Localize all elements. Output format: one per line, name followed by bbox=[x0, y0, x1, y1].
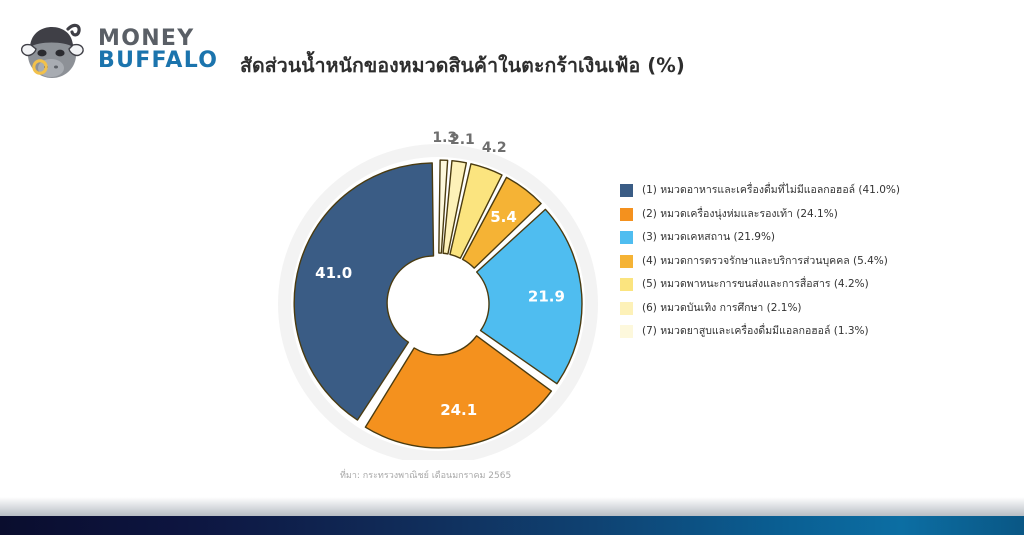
legend-label: (7) หมวดยาสูบและเครื่องดื่มมีแอลกอฮอล์ (… bbox=[642, 325, 869, 337]
legend-swatch-icon bbox=[620, 278, 633, 291]
pie-slice[interactable] bbox=[293, 162, 435, 421]
brand-wordmark: MONEY BUFFALO bbox=[98, 25, 219, 73]
pie-slice[interactable] bbox=[475, 208, 583, 385]
legend-item[interactable]: (2) หมวดเครื่องนุ่งห่มและรองเท้า (24.1%) bbox=[620, 207, 920, 231]
pie-slice[interactable] bbox=[364, 335, 553, 449]
legend-label: (4) หมวดการตรวจรักษาและบริการส่วนบุคคล (… bbox=[642, 254, 888, 267]
legend-item[interactable]: (7) หมวดยาสูบและเครื่องดื่มมีแอลกอฮอล์ (… bbox=[620, 324, 920, 348]
chart-legend: (1) หมวดอาหารและเครื่องดื่มที่ไม่มีแอลกอ… bbox=[620, 183, 920, 348]
pie-slice-value-label: 5.4 bbox=[490, 208, 517, 226]
pie-slice-value-label: 4.2 bbox=[482, 140, 507, 156]
pie-slice[interactable] bbox=[438, 159, 449, 254]
legend-item[interactable]: (4) หมวดการตรวจรักษาและบริการส่วนบุคคล (… bbox=[620, 254, 920, 278]
legend-label: (1) หมวดอาหารและเครื่องดื่มที่ไม่มีแอลกอ… bbox=[642, 184, 900, 196]
pie-slice[interactable] bbox=[442, 159, 468, 255]
pie-slice-value-label: 24.1 bbox=[440, 401, 477, 419]
legend-swatch-icon bbox=[620, 301, 633, 315]
footer-bar bbox=[0, 516, 1024, 535]
brand-line-buffalo: BUFFALO bbox=[98, 48, 219, 73]
pie-slices[interactable] bbox=[293, 159, 583, 449]
legend-label: (6) หมวดบันเทิง การศึกษา (2.1%) bbox=[642, 301, 802, 314]
legend-swatch-icon bbox=[620, 231, 633, 244]
brand-line-money: MONEY bbox=[98, 25, 195, 51]
legend-swatch-icon bbox=[620, 184, 633, 197]
legend-swatch-icon bbox=[620, 254, 633, 268]
pie-slice[interactable] bbox=[449, 163, 503, 259]
donut-chart-svg: 1.32.1 4.2 5.4 21.9 24.1 41.0 bbox=[278, 130, 598, 460]
legend-label: (2) หมวดเครื่องนุ่งห่มและรองเท้า (24.1%) bbox=[642, 207, 838, 220]
brand-logo: MONEY BUFFALO bbox=[18, 14, 228, 86]
legend-swatch-icon bbox=[620, 207, 633, 221]
legend-swatch-icon bbox=[620, 325, 633, 338]
pie-slice[interactable] bbox=[461, 176, 542, 269]
pie-chart: 1.3 2.1 4.2 5.4 21.9 24.1 41.0 bbox=[268, 108, 608, 460]
legend-label: (3) หมวดเคหสถาน (21.9%) bbox=[642, 231, 776, 243]
legend-item[interactable]: (3) หมวดเคหสถาน (21.9%) bbox=[620, 230, 920, 254]
chart-title: สัดส่วนน้ำหนักของหมวดสินค้าในตะกร้าเงินเ… bbox=[240, 54, 685, 77]
legend-label: (5) หมวดพาหนะการขนส่งและการสื่อสาร (4.2%… bbox=[642, 278, 869, 290]
pie-slice-value-label: 41.0 bbox=[315, 264, 352, 282]
legend-item[interactable]: (6) หมวดบันเทิง การศึกษา (2.1%) bbox=[620, 301, 920, 325]
source-note: ที่มา: กระทรวงพาณิชย์ เดือนมกราคม 2565 bbox=[340, 471, 512, 481]
pie-slice-value-label: 21.9 bbox=[528, 287, 565, 305]
pie-slice-labels: 1.32.1 4.2 5.4 21.9 24.1 41.0 bbox=[315, 130, 565, 419]
pie-slice-value-label: 2.1 bbox=[450, 132, 475, 148]
buffalo-head-icon bbox=[20, 23, 84, 78]
legend-item[interactable]: (5) หมวดพาหนะการขนส่งและการสื่อสาร (4.2%… bbox=[620, 277, 920, 301]
donut-hole bbox=[391, 257, 485, 351]
pie-slice-value-label: 1.3 bbox=[432, 130, 457, 146]
legend-item[interactable]: (1) หมวดอาหารและเครื่องดื่มที่ไม่มีแอลกอ… bbox=[620, 183, 920, 207]
footer-fade bbox=[0, 497, 1024, 516]
